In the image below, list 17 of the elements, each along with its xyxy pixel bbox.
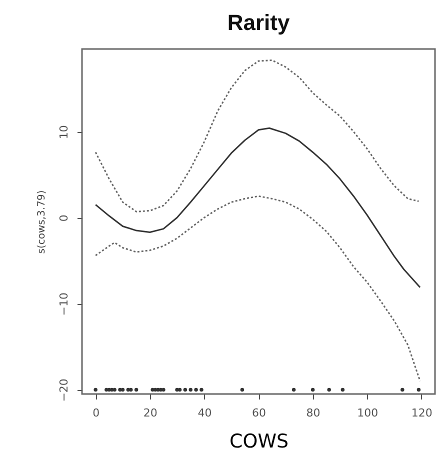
y-tick-label: 10 bbox=[58, 125, 70, 140]
x-tick-label: 60 bbox=[252, 406, 266, 420]
line-series bbox=[94, 59, 420, 212]
chart-title: Rarity bbox=[227, 10, 290, 35]
x-tick-label: 0 bbox=[92, 406, 100, 420]
line-series bbox=[94, 127, 421, 288]
x-tick-label: 120 bbox=[411, 406, 432, 420]
x-tick-label: 100 bbox=[357, 406, 378, 420]
y-axis-title: s(cows,3.79) bbox=[36, 190, 48, 254]
line-series bbox=[94, 195, 421, 382]
x-tick-label: 80 bbox=[306, 406, 320, 420]
y-tick-label: 0 bbox=[58, 214, 70, 222]
y-tick-label: −10 bbox=[58, 292, 70, 316]
x-axis-title: COWS bbox=[229, 430, 289, 452]
y-tick-label: −20 bbox=[58, 378, 70, 402]
x-tick-label: 40 bbox=[198, 406, 212, 420]
x-tick-label: 20 bbox=[143, 406, 158, 420]
